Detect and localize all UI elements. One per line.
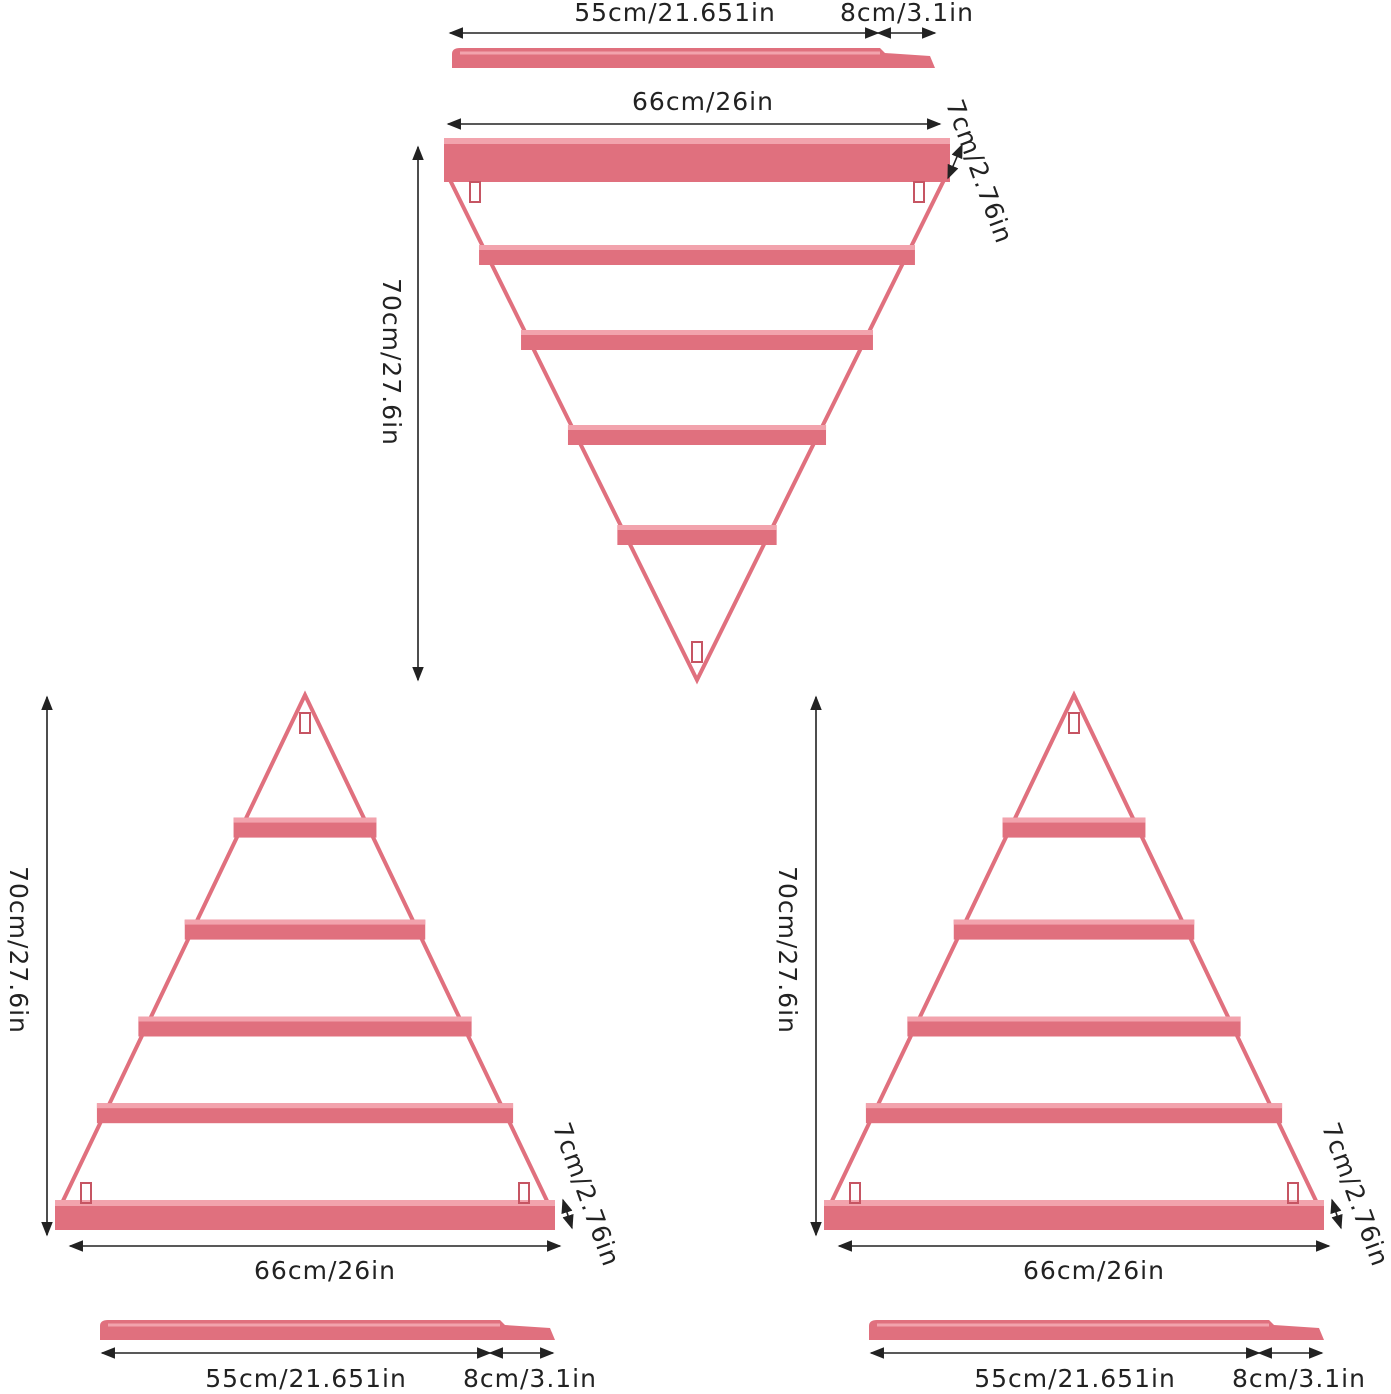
shelf-lip bbox=[479, 245, 915, 250]
base-shelf-top bbox=[444, 138, 950, 144]
bracket bbox=[913, 181, 925, 203]
shelf-lip bbox=[907, 1016, 1241, 1022]
dimension-label: 66cm/26in bbox=[632, 87, 774, 116]
dimension-label: 55cm/21.651in bbox=[205, 1364, 407, 1393]
dimension-label: 7cm/2.76in bbox=[940, 96, 1019, 248]
bracket bbox=[518, 1182, 530, 1204]
bracket bbox=[849, 1182, 861, 1204]
dimension-line bbox=[947, 143, 963, 180]
dimension-label: 55cm/21.651in bbox=[574, 0, 776, 27]
dimension-label: 70cm/27.6in bbox=[4, 866, 33, 1034]
dimension-label: 55cm/21.651in bbox=[974, 1364, 1176, 1393]
shelf-lip bbox=[953, 919, 1195, 925]
bracket bbox=[1287, 1182, 1299, 1204]
base-shelf-top bbox=[55, 1200, 555, 1206]
bracket bbox=[1068, 712, 1080, 734]
shelf-lip bbox=[865, 1103, 1283, 1109]
shelf-lip bbox=[184, 919, 426, 925]
bracket bbox=[469, 181, 481, 203]
bracket bbox=[80, 1182, 92, 1204]
shelf-lip bbox=[567, 425, 827, 430]
dimension-line bbox=[561, 1198, 574, 1230]
dimension-label: 70cm/27.6in bbox=[377, 278, 406, 446]
dimension-label: 7cm/2.76in bbox=[547, 1119, 626, 1271]
dimension-label: 66cm/26in bbox=[1023, 1256, 1165, 1285]
dimension-label: 7cm/2.76in bbox=[1316, 1119, 1391, 1271]
loose-shelf bbox=[100, 1320, 555, 1340]
shelf-lip bbox=[138, 1016, 472, 1022]
bracket bbox=[691, 641, 703, 663]
base-shelf-top bbox=[824, 1200, 1324, 1206]
bracket bbox=[299, 712, 311, 734]
frame bbox=[828, 690, 1320, 1206]
shelf-lip bbox=[521, 330, 873, 335]
loose-shelf bbox=[869, 1320, 1324, 1340]
dimension-label: 8cm/3.1in bbox=[840, 0, 974, 27]
shelf-lip bbox=[1002, 817, 1146, 823]
frame bbox=[59, 690, 551, 1206]
dimension-label: 8cm/3.1in bbox=[1232, 1364, 1366, 1393]
base-shelf bbox=[444, 138, 950, 182]
shelf-lip bbox=[233, 817, 377, 823]
dimension-label: 66cm/26in bbox=[254, 1256, 396, 1285]
shelf-lip bbox=[96, 1103, 514, 1109]
dimension-line bbox=[1330, 1198, 1343, 1230]
loose-shelf bbox=[452, 48, 935, 68]
dimension-label: 8cm/3.1in bbox=[463, 1364, 597, 1393]
dimension-label: 70cm/27.6in bbox=[773, 866, 802, 1034]
shelf-lip bbox=[617, 525, 777, 530]
